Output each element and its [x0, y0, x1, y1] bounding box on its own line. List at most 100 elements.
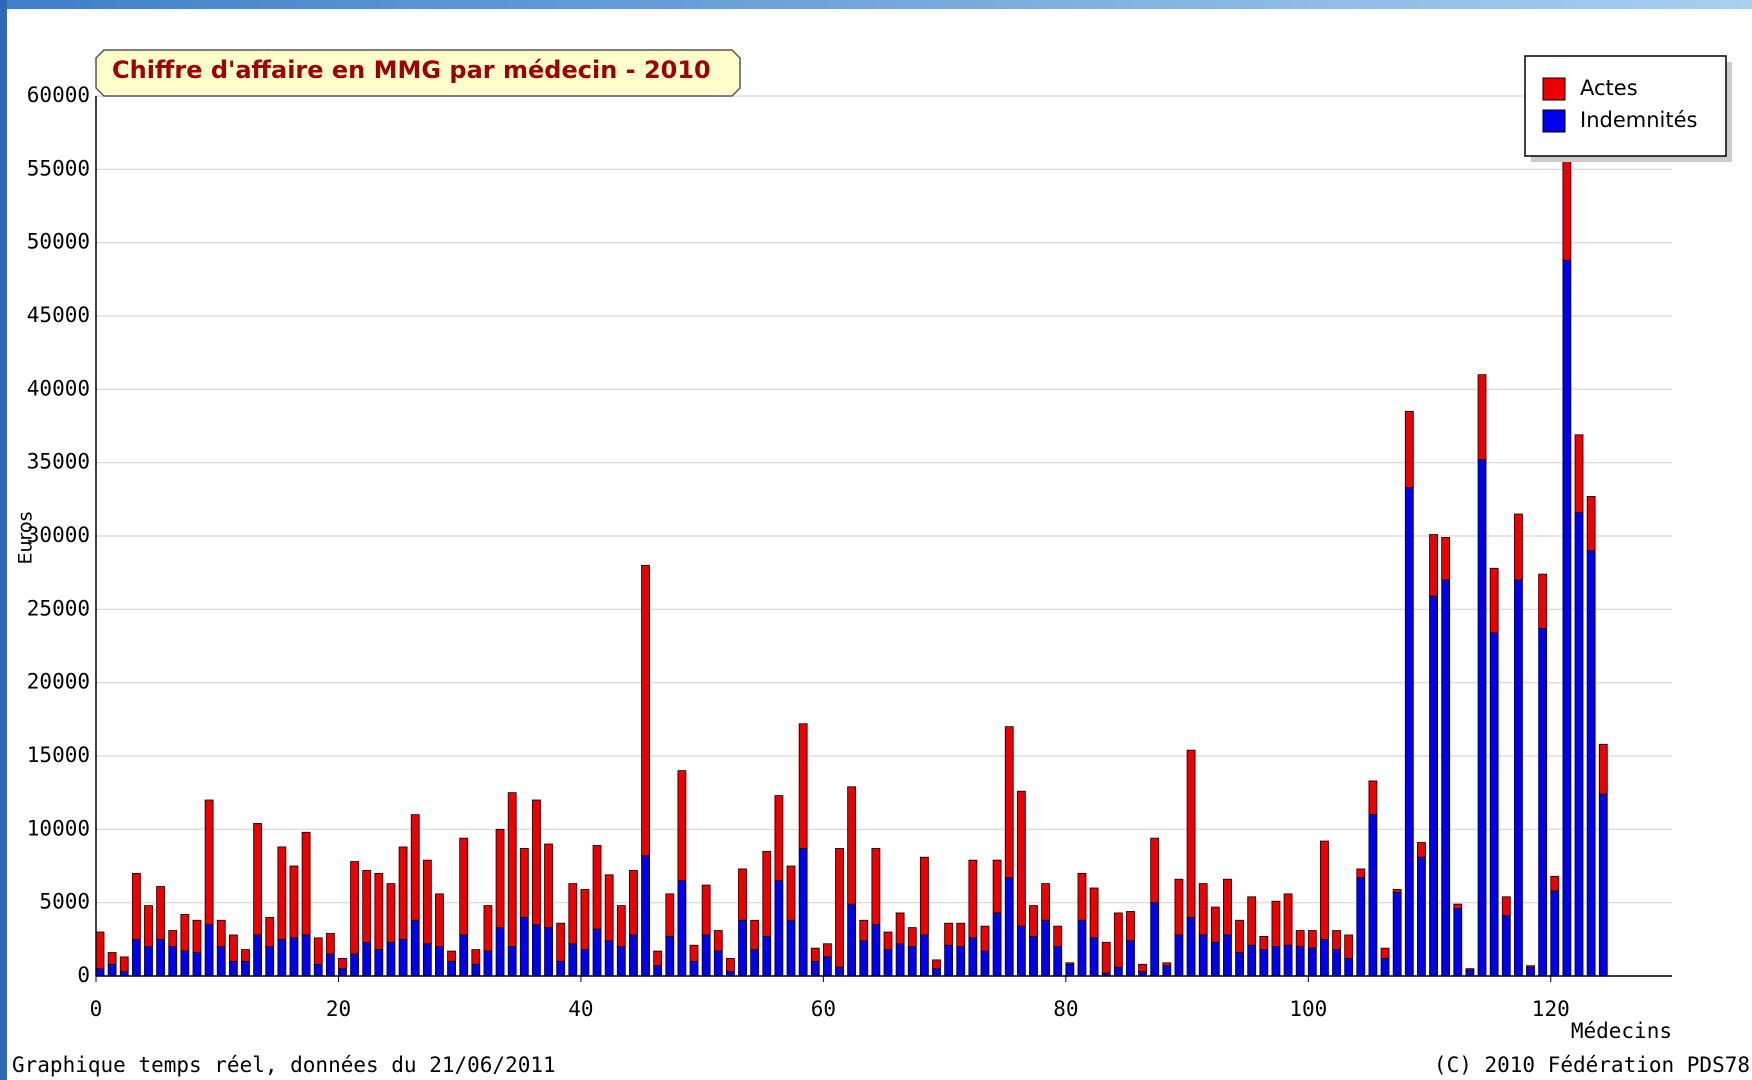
- bar-segment: [1053, 946, 1063, 977]
- bar-segment: [786, 865, 796, 921]
- bar-segment: [738, 868, 747, 921]
- bar-segment: [1404, 487, 1414, 977]
- bar-segment: [168, 930, 178, 948]
- bar-segment: [338, 958, 347, 970]
- bar-segment: [1332, 949, 1341, 977]
- bar-segment: [1162, 962, 1172, 967]
- bar-segment: [1489, 567, 1499, 634]
- bar-segment: [507, 792, 517, 948]
- bar-segment: [847, 786, 857, 905]
- bar-segment: [398, 938, 408, 977]
- bar-segment: [1259, 949, 1269, 977]
- bar-segment: [762, 850, 772, 937]
- bar-segment: [810, 947, 820, 962]
- bar-segment: [1089, 937, 1099, 977]
- bar-segment: [944, 922, 954, 946]
- bar-segment: [810, 960, 820, 977]
- bar-segment: [1065, 963, 1075, 977]
- bar-segment: [798, 848, 808, 977]
- bar-segment: [835, 966, 844, 977]
- bar-segment: [483, 950, 493, 977]
- bar-segment: [1477, 374, 1487, 461]
- bar-segment: [168, 946, 178, 977]
- bar-segment: [932, 968, 941, 977]
- bar-segment: [774, 795, 784, 882]
- legend-swatch: [1542, 109, 1566, 133]
- x-tick-label: 60: [811, 997, 836, 1021]
- bar-segment: [144, 905, 153, 948]
- bar-segment: [1065, 962, 1075, 965]
- bar-segment: [677, 880, 687, 977]
- bar-segment: [1356, 868, 1366, 879]
- bar-segment: [556, 922, 566, 962]
- x-tick-label: 100: [1289, 997, 1327, 1021]
- legend-box: [1524, 55, 1727, 157]
- bar-segment: [713, 950, 723, 977]
- bar-segment: [1004, 877, 1014, 977]
- bar-segment: [750, 919, 760, 950]
- bar-segment: [386, 883, 396, 943]
- bar-segment: [1526, 966, 1535, 977]
- bar-segment: [1259, 936, 1269, 951]
- bar-segment: [435, 946, 444, 977]
- bar-segment: [1465, 968, 1475, 971]
- bar-segment: [1598, 793, 1608, 977]
- bar-segment: [519, 916, 529, 977]
- bar-segment: [459, 837, 469, 936]
- bar-segment: [1526, 965, 1535, 968]
- bar-segment: [1235, 952, 1244, 977]
- bar-segment: [1307, 947, 1317, 977]
- bar-segment: [265, 916, 275, 948]
- bar-segment: [532, 799, 541, 926]
- bar-segment: [1223, 934, 1232, 977]
- bar-segment: [1041, 919, 1051, 977]
- bar-segment: [422, 859, 432, 945]
- bar-segment: [350, 953, 359, 977]
- bar-segment: [1126, 940, 1135, 977]
- bar-segment: [871, 848, 881, 926]
- bar-segment: [1404, 410, 1414, 489]
- bar-segment: [944, 944, 954, 977]
- bar-segment: [1392, 892, 1402, 977]
- bar-segment: [1016, 790, 1026, 927]
- x-tick-label: 40: [568, 997, 593, 1021]
- bar-segment: [374, 872, 384, 950]
- bar-segment: [289, 865, 299, 939]
- bar-segment: [1029, 936, 1038, 977]
- bar-segment: [204, 799, 214, 926]
- bar-segment: [241, 960, 250, 977]
- y-tick-label: 15000: [27, 743, 90, 767]
- bar-segment: [1550, 875, 1560, 892]
- bar-segment: [1186, 749, 1196, 918]
- bar-segment: [156, 886, 166, 940]
- bar-segment: [1417, 842, 1426, 858]
- y-tick-label: 5000: [39, 890, 90, 914]
- bar-segment: [604, 874, 614, 942]
- bar-segment: [568, 883, 578, 945]
- bar-segment: [1295, 946, 1305, 977]
- bar-segment: [1550, 890, 1560, 977]
- bar-segment: [1465, 969, 1475, 977]
- x-tick-label: 120: [1532, 997, 1570, 1021]
- bar-segment: [726, 958, 735, 973]
- bar-segment: [1574, 434, 1584, 513]
- bar-segment: [301, 831, 311, 936]
- bar-segment: [362, 941, 372, 977]
- bar-segment: [907, 927, 917, 948]
- bar-segment: [980, 950, 990, 977]
- bar-segment: [1089, 887, 1099, 939]
- bar-segment: [459, 934, 469, 977]
- y-tick-label: 60000: [27, 83, 90, 107]
- bar-segment: [1053, 925, 1063, 948]
- bar-segment: [1453, 908, 1463, 977]
- bar-segment: [228, 960, 238, 977]
- bar-segment: [592, 928, 602, 977]
- bar-segment: [907, 946, 917, 977]
- bar-segment: [277, 938, 287, 977]
- bar-segment: [689, 960, 699, 977]
- bar-segment: [556, 960, 566, 977]
- bar-segment: [992, 859, 1002, 914]
- bar-segment: [641, 564, 650, 857]
- bar-segment: [1429, 595, 1438, 977]
- x-tick-label: 80: [1053, 997, 1078, 1021]
